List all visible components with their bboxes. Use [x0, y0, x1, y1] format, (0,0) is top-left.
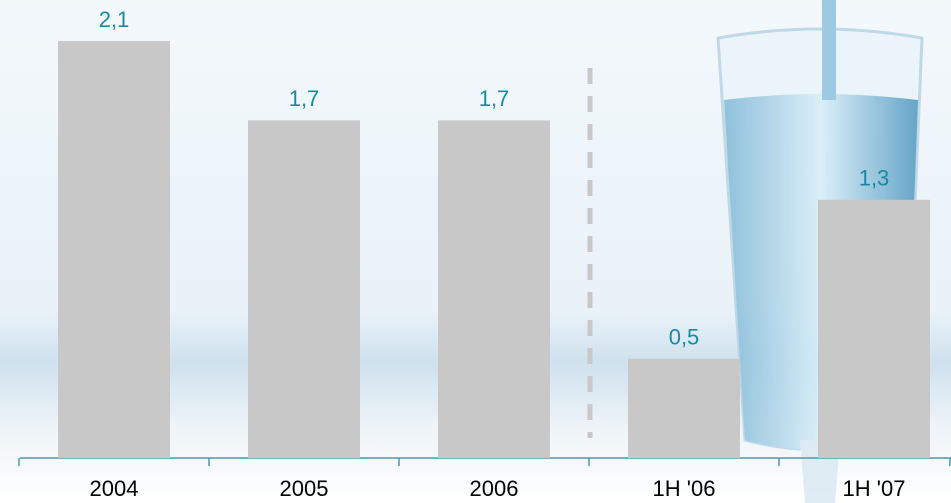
x-tick-label: 1H '06 — [653, 476, 716, 501]
bar — [58, 40, 170, 458]
value-label: 1,7 — [289, 86, 320, 111]
x-tick-label: 2004 — [90, 476, 139, 501]
x-tick-label: 1H '07 — [843, 476, 906, 501]
bar — [628, 358, 740, 458]
x-tick-label: 2006 — [470, 476, 519, 501]
value-label: 2,1 — [99, 7, 130, 32]
bar — [248, 120, 360, 458]
value-label: 0,5 — [669, 325, 700, 350]
x-tick-label: 2005 — [280, 476, 329, 501]
value-label: 1,3 — [859, 166, 890, 191]
value-label: 1,7 — [479, 86, 510, 111]
bar — [438, 120, 550, 458]
bar — [818, 199, 930, 458]
